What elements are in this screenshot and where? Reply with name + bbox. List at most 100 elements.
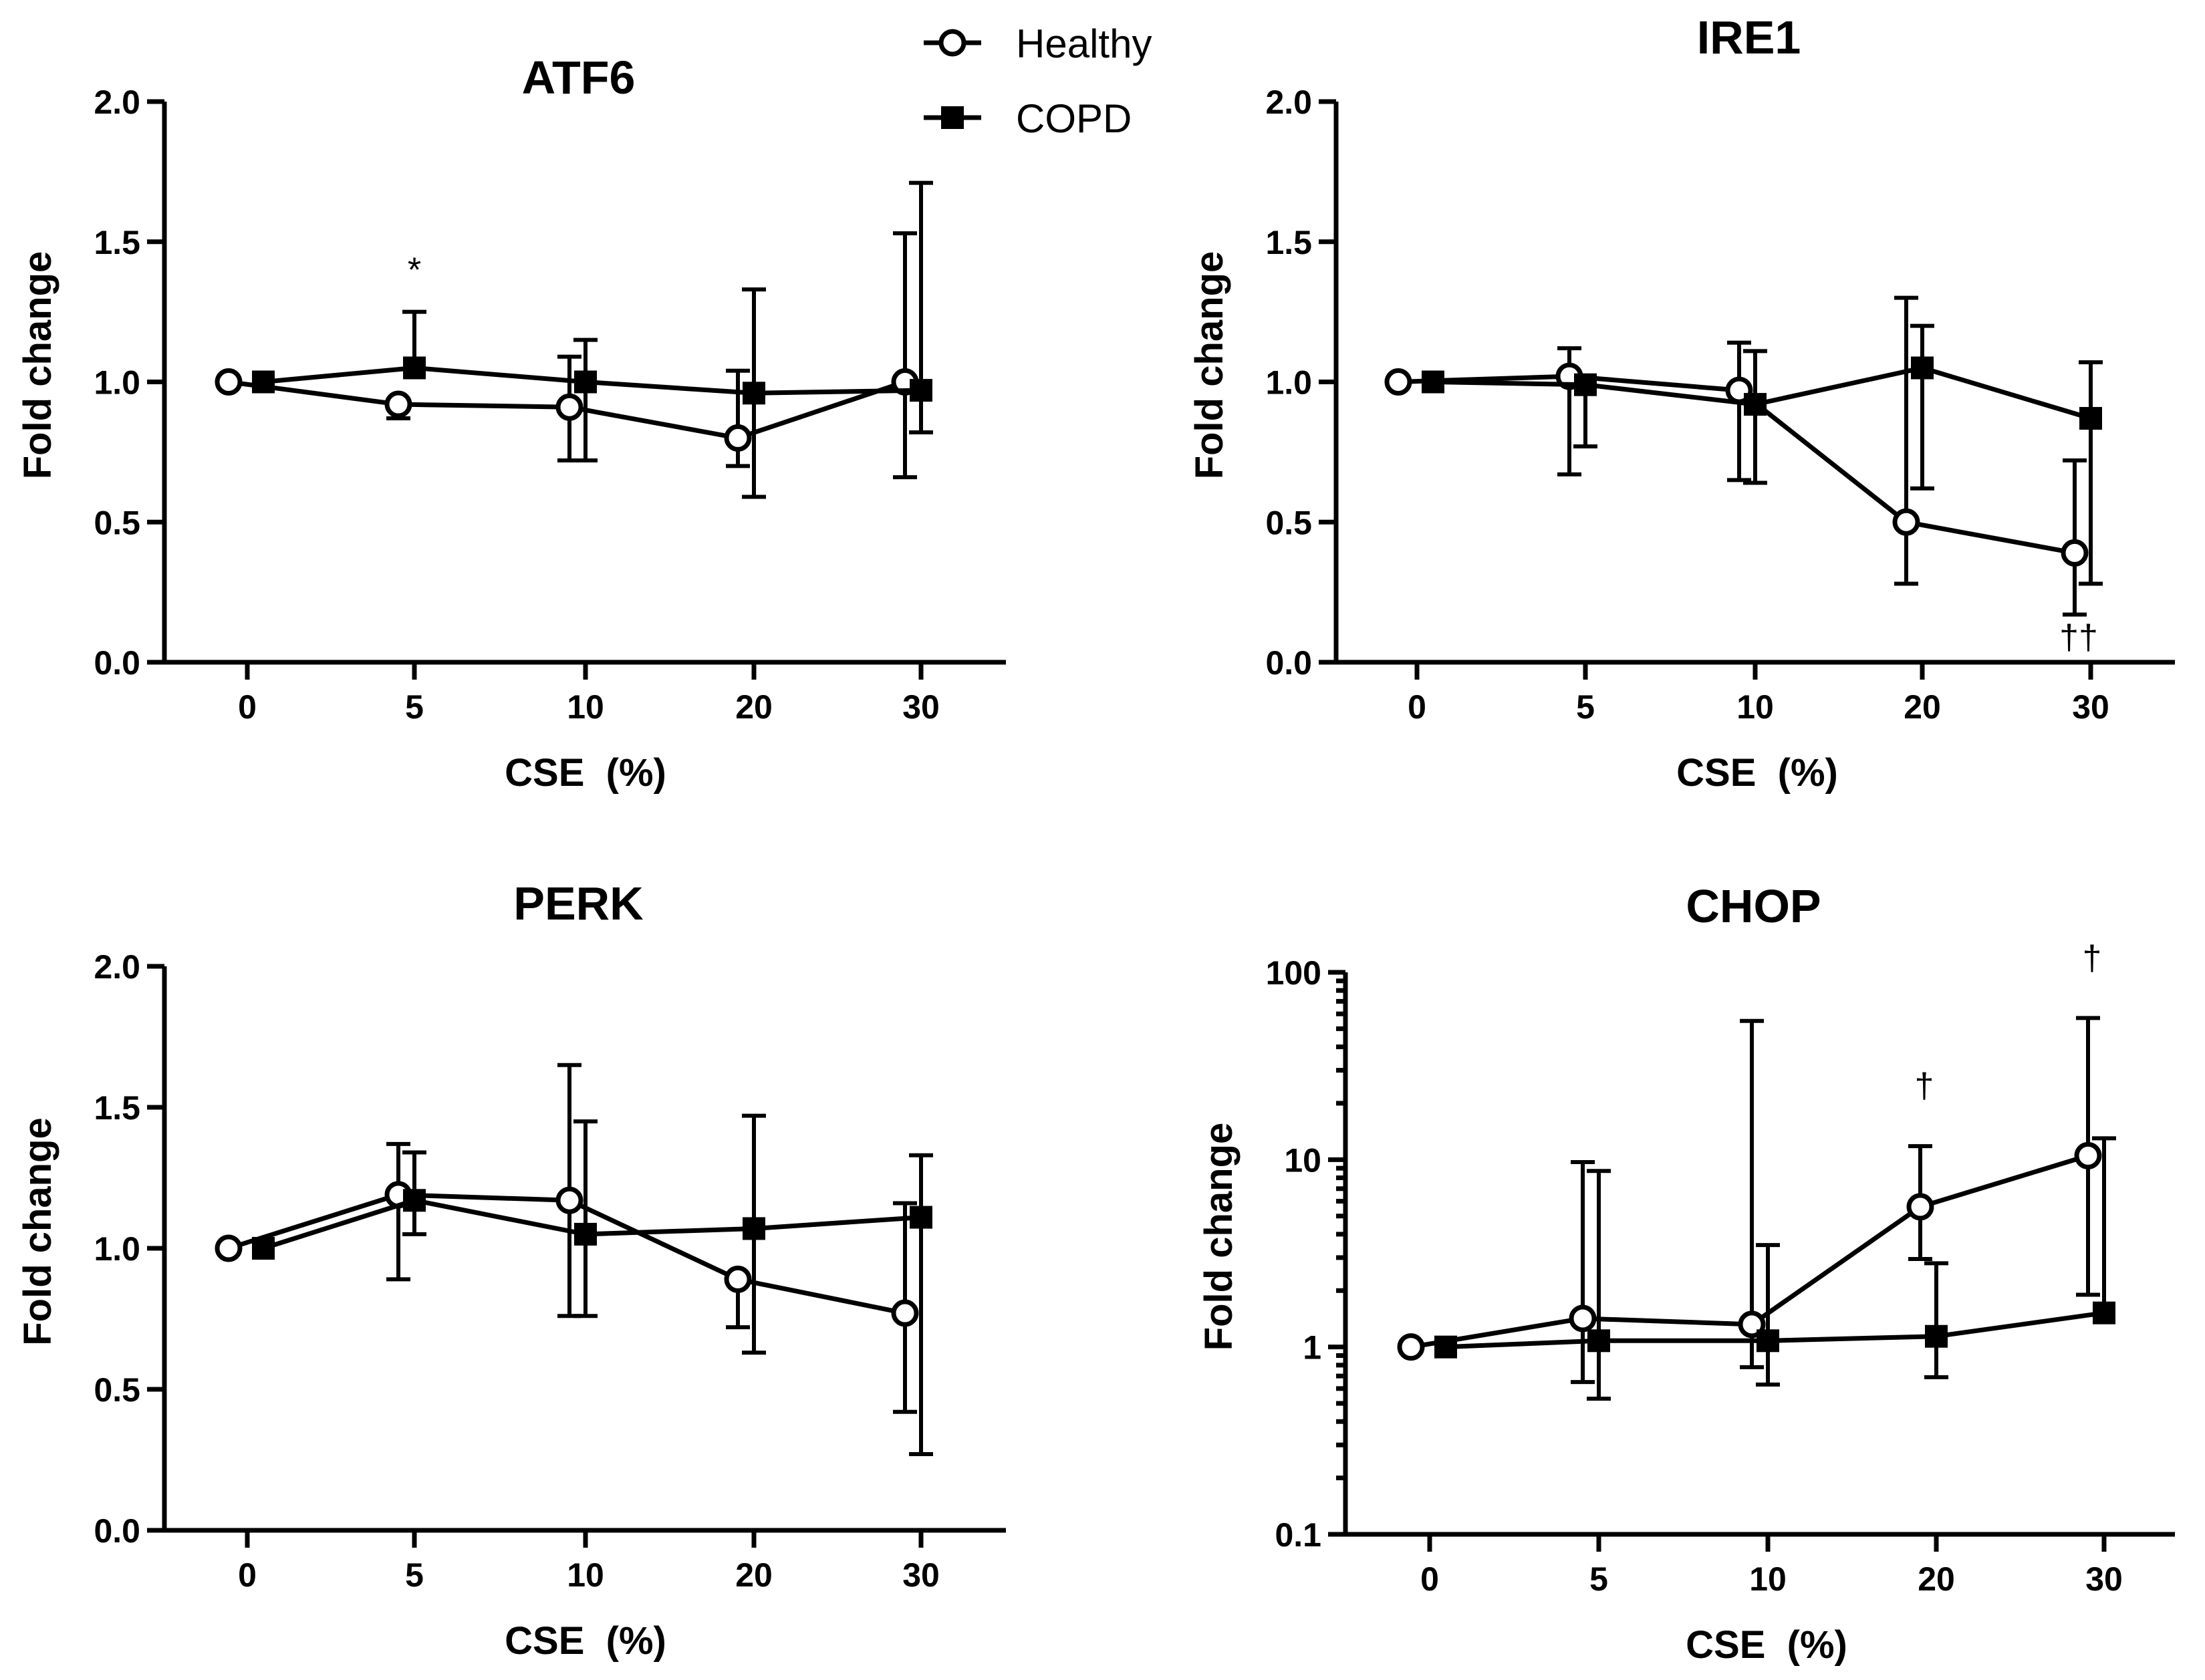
y-tick-label: 1.0 xyxy=(94,364,140,402)
x-tick-label: 5 xyxy=(405,1556,424,1594)
y-axis-title: Fold change xyxy=(16,1117,59,1346)
data-point-copd xyxy=(574,370,597,394)
panel-perk: PERK 0.0 0.5 1.0 1.5 2.0 0 5 10 20 30 CSE (%) Fold c… xyxy=(16,877,1006,1663)
y-tick-label: 2.0 xyxy=(94,948,140,986)
x-tick-label: 20 xyxy=(1918,1560,1955,1598)
data-point-copd xyxy=(1744,393,1767,416)
x-axis-title: CSE (%) xyxy=(1686,1623,1847,1667)
legend-copd-label: COPD xyxy=(1016,96,1132,141)
x-tick-label: 30 xyxy=(902,688,940,726)
significance-marker: †† xyxy=(2059,618,2098,657)
x-tick-label: 10 xyxy=(1749,1560,1787,1598)
y-tick-label: 0.0 xyxy=(94,644,140,682)
x-tick-label: 20 xyxy=(1904,688,1941,726)
data-point-healthy xyxy=(1906,1193,1934,1221)
data-point-copd xyxy=(574,1222,597,1246)
data-point-copd xyxy=(1422,370,1444,394)
chart-title: ATF6 xyxy=(522,51,636,104)
chart-title: PERK xyxy=(513,877,643,930)
x-tick-label: 20 xyxy=(735,1556,773,1594)
y-tick-label: 0.5 xyxy=(94,504,140,541)
y-axis-title: Fold change xyxy=(16,251,59,480)
y-tick-label: 100 xyxy=(1266,954,1321,992)
legend-healthy-label: Healthy xyxy=(1016,21,1152,66)
data-point-healthy xyxy=(2074,1141,2102,1169)
data-point-healthy xyxy=(724,424,752,452)
x-tick-label: 0 xyxy=(238,688,257,726)
x-tick-label: 30 xyxy=(2072,688,2109,726)
data-point-copd xyxy=(743,1217,765,1240)
data-point-copd xyxy=(2079,407,2102,430)
significance-marker: † xyxy=(2083,939,2102,978)
data-point-healthy xyxy=(555,1186,583,1214)
data-point-healthy xyxy=(891,1299,919,1327)
panel-atf6: ATF6 0.0 0.5 1.0 1.5 2.0 0 5 10 20 30 CSE (%) Fold c… xyxy=(16,51,1006,795)
x-tick-label: 0 xyxy=(238,1556,257,1594)
chart-title: CHOP xyxy=(1686,880,1821,932)
significance-marker: * xyxy=(408,251,421,290)
x-tick-label: 0 xyxy=(1420,1560,1439,1598)
y-tick-label: 0.0 xyxy=(1265,644,1312,682)
x-tick-label: 30 xyxy=(902,1556,940,1594)
data-point-copd xyxy=(1574,373,1597,396)
x-tick-label: 10 xyxy=(567,688,604,726)
data-point-healthy xyxy=(1892,508,1920,536)
y-tick-label: 0.0 xyxy=(94,1512,140,1550)
panel-ire1: IRE1 0.0 0.5 1.0 1.5 2.0 0 5 10 20 30 CSE (%) Fold c… xyxy=(1188,11,2175,795)
data-point-copd xyxy=(403,356,426,380)
x-tick-label: 5 xyxy=(405,688,424,726)
panel-chop: CHOP 0.1 1 10 100 0 5 10 20 30 CSE (%) Fold change †… xyxy=(1197,880,2175,1667)
y-tick-label: 1.0 xyxy=(94,1230,140,1268)
data-point-healthy xyxy=(2061,539,2089,567)
y-axis-title: Fold change xyxy=(1197,1123,1241,1351)
chart-title: IRE1 xyxy=(1697,11,1801,63)
x-tick-label: 30 xyxy=(2085,1560,2123,1598)
data-point-copd xyxy=(2093,1301,2115,1324)
data-point-healthy xyxy=(1384,368,1412,396)
data-point-copd xyxy=(1757,1329,1779,1353)
significance-marker: † xyxy=(1915,1067,1934,1105)
x-tick-label: 10 xyxy=(567,1556,604,1594)
x-axis-title: CSE (%) xyxy=(505,751,666,795)
x-axis-title: CSE (%) xyxy=(505,1619,666,1663)
y-tick-label: 2.0 xyxy=(1265,84,1312,121)
data-point-copd xyxy=(910,1206,932,1229)
y-tick-label: 0.5 xyxy=(94,1371,140,1409)
data-point-copd xyxy=(910,379,932,402)
legend: Healthy COPD xyxy=(924,21,1152,141)
y-tick-label: 1.5 xyxy=(1265,224,1312,261)
data-point-copd xyxy=(403,1189,426,1212)
y-tick-label: 2.0 xyxy=(94,84,140,121)
data-point-copd xyxy=(1434,1335,1457,1359)
y-axis-title: Fold change xyxy=(1188,251,1231,480)
y-tick-label: 1 xyxy=(1303,1329,1321,1367)
x-tick-label: 0 xyxy=(1408,688,1426,726)
data-point-healthy xyxy=(215,1234,243,1262)
data-point-copd xyxy=(1911,356,1934,380)
y-tick-label: 1.0 xyxy=(1265,364,1312,402)
y-tick-label: 1.5 xyxy=(94,1089,140,1127)
data-point-healthy xyxy=(384,390,412,418)
y-tick-label: 0.5 xyxy=(1265,504,1312,541)
data-point-healthy xyxy=(1397,1333,1425,1361)
data-point-copd xyxy=(252,370,275,394)
x-axis-title: CSE (%) xyxy=(1676,751,1838,795)
data-point-copd xyxy=(1925,1324,1948,1348)
legend-healthy-marker xyxy=(938,29,966,57)
x-tick-label: 10 xyxy=(1736,688,1774,726)
y-tick-label: 10 xyxy=(1284,1141,1321,1179)
data-point-healthy xyxy=(215,368,243,396)
x-tick-label: 5 xyxy=(1576,688,1595,726)
x-tick-label: 5 xyxy=(1589,1560,1608,1598)
data-point-healthy xyxy=(724,1265,752,1293)
legend-copd-marker xyxy=(941,106,964,129)
data-point-copd xyxy=(252,1237,275,1260)
data-point-healthy xyxy=(555,393,583,421)
y-tick-label: 1.5 xyxy=(94,224,140,261)
data-point-copd xyxy=(743,382,765,405)
data-point-copd xyxy=(1587,1329,1610,1353)
x-tick-label: 20 xyxy=(735,688,773,726)
data-point-healthy xyxy=(1569,1304,1597,1333)
y-tick-label: 0.1 xyxy=(1275,1516,1321,1554)
